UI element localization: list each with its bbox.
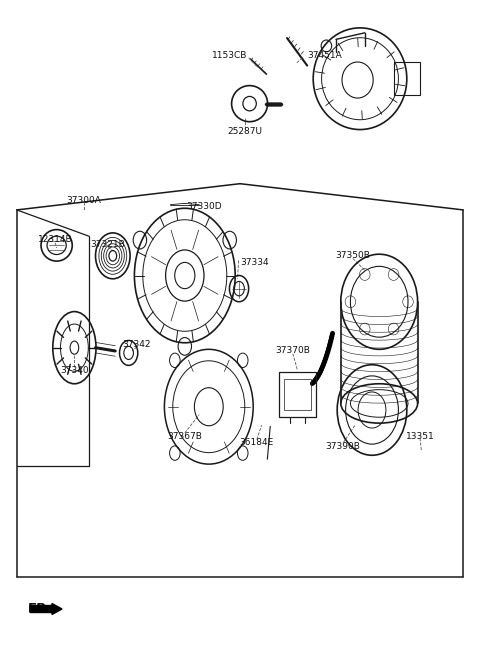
Text: 37334: 37334 <box>240 258 269 267</box>
Text: 37390B: 37390B <box>326 441 360 451</box>
Text: 36184E: 36184E <box>240 438 274 447</box>
FancyArrow shape <box>30 604 62 615</box>
Text: 37300A: 37300A <box>67 195 101 205</box>
Text: 37367B: 37367B <box>168 432 202 441</box>
Text: 37321B: 37321B <box>91 239 125 249</box>
Text: 12314B: 12314B <box>38 235 72 244</box>
Text: 37342: 37342 <box>122 340 151 349</box>
Text: 37350B: 37350B <box>336 251 370 260</box>
Text: 37370B: 37370B <box>276 346 310 356</box>
Text: 37330D: 37330D <box>186 202 222 211</box>
Bar <box>394 62 420 95</box>
Text: FR.: FR. <box>28 602 53 615</box>
Text: 1153CB: 1153CB <box>212 51 247 60</box>
Bar <box>284 379 311 410</box>
Text: 25287U: 25287U <box>228 127 262 136</box>
Text: 13351: 13351 <box>406 432 434 441</box>
Text: 37451A: 37451A <box>307 51 342 60</box>
Bar <box>279 372 316 417</box>
Text: 37340: 37340 <box>60 366 89 375</box>
